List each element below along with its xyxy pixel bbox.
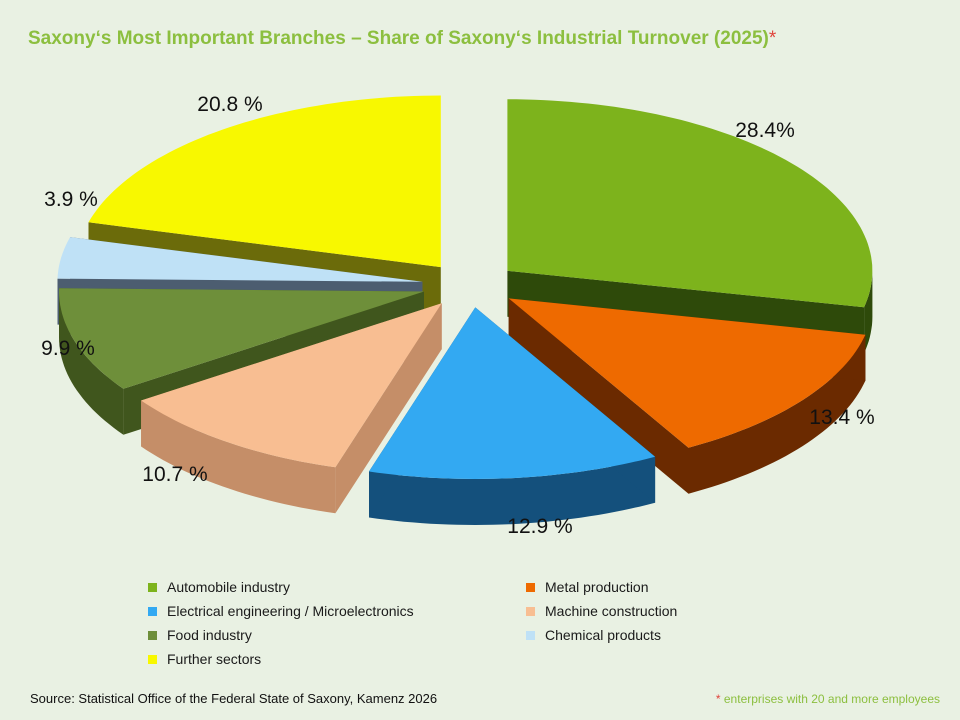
legend-swatch — [526, 630, 535, 640]
pie-slice — [59, 288, 424, 389]
pie-slice — [369, 307, 656, 479]
legend-swatch — [148, 630, 157, 640]
pie-chart: 28.4% 13.4 % 12.9 % 10.7 % 9.9 % 3.9 % 20.8 % — [41, 93, 875, 538]
footnote: * enterprises with 20 and more employees — [716, 692, 940, 706]
footnote-text: enterprises with 20 and more employees — [720, 692, 940, 706]
legend-item: Food industry — [148, 626, 526, 644]
slice-label: 12.9 % — [507, 515, 572, 538]
pie-slice — [141, 303, 442, 468]
footnote-asterisk: * — [715, 692, 721, 706]
pie-slice-side — [864, 270, 873, 354]
pie-slice-side — [59, 291, 124, 435]
legend-swatch — [148, 582, 157, 592]
slice-label: 9.9 % — [41, 337, 95, 360]
legend-label: Further sectors — [167, 651, 262, 667]
legend-item: Chemical products — [526, 626, 846, 644]
chart-title-text: Saxony‘s Most Important Branches – Share… — [28, 28, 769, 49]
pie-slice-wall — [508, 298, 689, 494]
pie-slice — [508, 298, 866, 448]
slice-label: 3.9 % — [44, 188, 98, 211]
legend-item: Further sectors — [148, 650, 526, 668]
pie-slice — [88, 95, 441, 268]
legend-swatch — [148, 654, 157, 664]
legend-item: Metal production — [526, 578, 846, 596]
legend-label: Metal production — [545, 579, 649, 595]
pie-slice-side — [369, 456, 656, 525]
legend-label: Automobile industry — [167, 579, 290, 595]
legend-swatch — [526, 582, 535, 592]
slice-label: 20.8 % — [197, 93, 262, 116]
pie-slice-side — [688, 334, 866, 494]
legend-swatch — [148, 606, 157, 616]
pie-slice-group — [369, 307, 656, 525]
chart-title: Saxony‘s Most Important Branches – Share… — [28, 28, 776, 50]
slice-label: 13.4 % — [809, 406, 874, 429]
pie-slice — [507, 99, 873, 308]
slice-label: 10.7 % — [142, 463, 207, 486]
legend-label: Food industry — [167, 627, 252, 643]
legend-item: Automobile industry — [148, 578, 526, 596]
legend-swatch — [526, 606, 535, 616]
legend-label: Electrical engineering / Microelectronic… — [167, 603, 414, 619]
legend-label: Machine construction — [545, 603, 678, 619]
source-note: Source: Statistical Office of the Federa… — [30, 691, 438, 706]
pie-slice-group — [508, 298, 866, 494]
title-asterisk: * — [768, 28, 777, 49]
legend: Automobile industry Metal production Elect… — [148, 578, 848, 668]
slice-label: 28.4% — [735, 119, 795, 142]
legend-item: Electrical engineering / Microelectronic… — [148, 602, 526, 620]
legend-label: Chemical products — [545, 627, 661, 643]
pie-slice — [57, 237, 423, 282]
pie-slice-group — [141, 303, 442, 514]
legend-item: Machine construction — [526, 602, 846, 620]
